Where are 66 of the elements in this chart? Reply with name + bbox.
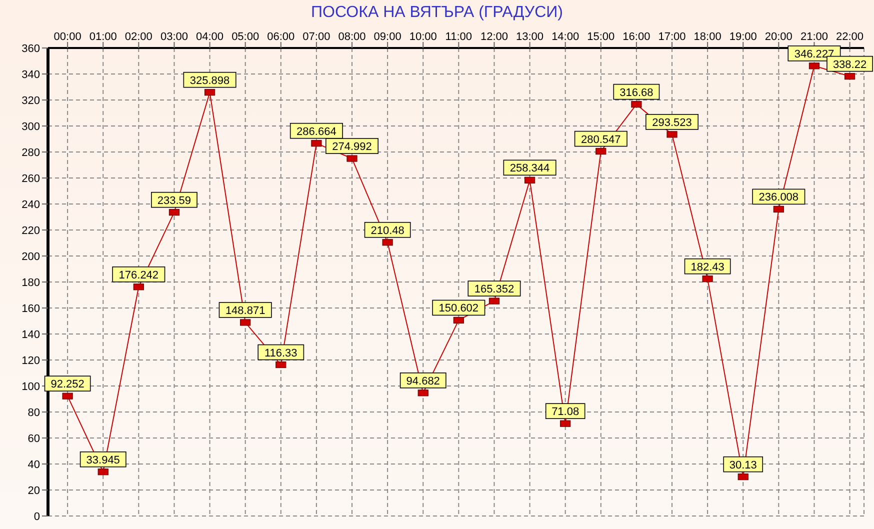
x-tick-label: 19:00 bbox=[729, 31, 757, 43]
data-label: 280.547 bbox=[581, 134, 621, 146]
x-tick-label: 17:00 bbox=[658, 31, 686, 43]
data-label: 30.13 bbox=[729, 459, 757, 472]
x-tick-label: 14:00 bbox=[552, 31, 580, 43]
x-tick-label: 10:00 bbox=[409, 31, 437, 43]
data-label: 338.22 bbox=[832, 58, 867, 71]
x-tick-label: 03:00 bbox=[160, 31, 188, 43]
data-label: 274.992 bbox=[332, 141, 372, 154]
x-tick-label: 08:00 bbox=[338, 31, 366, 43]
data-label: 325.898 bbox=[190, 74, 230, 87]
y-tick-label: 240 bbox=[22, 198, 40, 211]
y-tick-label: 280 bbox=[22, 146, 40, 159]
x-tick-label: 04:00 bbox=[196, 31, 224, 43]
data-label: 116.33 bbox=[264, 347, 298, 360]
x-tick-label: 12:00 bbox=[480, 31, 508, 43]
x-tick-label: 20:00 bbox=[764, 31, 792, 43]
x-tick-label: 01:00 bbox=[89, 31, 117, 43]
x-tick-label: 15:00 bbox=[587, 31, 615, 43]
y-tick-label: 220 bbox=[22, 224, 40, 237]
y-tick-label: 20 bbox=[28, 484, 40, 497]
x-tick-label: 06:00 bbox=[267, 31, 295, 43]
y-tick-label: 80 bbox=[28, 406, 40, 419]
data-label: 293.523 bbox=[652, 116, 692, 129]
chart-title: ПОСОКА НА ВЯТЪРА (ГРАДУСИ) bbox=[310, 4, 564, 22]
data-label: 258.344 bbox=[510, 162, 550, 175]
x-tick-label: 11:00 bbox=[445, 31, 472, 43]
data-label: 33.945 bbox=[86, 454, 120, 466]
y-tick-label: 340 bbox=[22, 68, 40, 81]
x-tick-label: 21:00 bbox=[800, 31, 828, 43]
y-tick-label: 360 bbox=[22, 42, 40, 55]
y-tick-label: 180 bbox=[22, 276, 40, 289]
x-tick-label: 00:00 bbox=[54, 31, 82, 43]
x-tick-label: 13:00 bbox=[516, 31, 544, 43]
data-label: 165.352 bbox=[474, 284, 514, 296]
y-tick-label: 140 bbox=[22, 328, 40, 341]
x-tick-label: 07:00 bbox=[302, 31, 330, 43]
y-tick-label: 40 bbox=[28, 458, 40, 471]
y-tick-label: 320 bbox=[22, 94, 40, 107]
x-tick-label: 18:00 bbox=[694, 31, 722, 43]
x-tick-label: 22:00 bbox=[836, 31, 864, 43]
y-tick-label: 0 bbox=[34, 510, 40, 523]
x-tick-label: 09:00 bbox=[374, 31, 402, 43]
data-label: 236.008 bbox=[758, 192, 799, 204]
data-label: 71.08 bbox=[552, 406, 580, 418]
data-label: 150.602 bbox=[438, 302, 479, 315]
y-tick-label: 300 bbox=[22, 120, 40, 133]
data-label: 316.68 bbox=[620, 86, 654, 99]
y-tick-label: 120 bbox=[22, 354, 40, 367]
y-tick-label: 60 bbox=[28, 432, 40, 445]
x-tick-label: 16:00 bbox=[622, 31, 650, 43]
data-label: 346.227 bbox=[794, 48, 834, 60]
data-label: 182.43 bbox=[690, 261, 724, 274]
data-label: 94.682 bbox=[406, 375, 440, 388]
x-tick-label: 02:00 bbox=[124, 31, 152, 43]
data-label: 233.59 bbox=[157, 194, 192, 207]
x-tick-label: 05:00 bbox=[232, 31, 260, 43]
data-label: 176.242 bbox=[118, 269, 159, 282]
y-tick-label: 160 bbox=[22, 302, 40, 315]
y-tick-label: 100 bbox=[22, 380, 40, 393]
y-tick-label: 200 bbox=[22, 250, 40, 263]
data-label: 148.871 bbox=[225, 304, 266, 317]
y-tick-label: 260 bbox=[22, 172, 40, 185]
data-label: 286.664 bbox=[296, 126, 336, 138]
data-label: 210.48 bbox=[370, 224, 404, 237]
data-label: 92.252 bbox=[50, 378, 84, 391]
